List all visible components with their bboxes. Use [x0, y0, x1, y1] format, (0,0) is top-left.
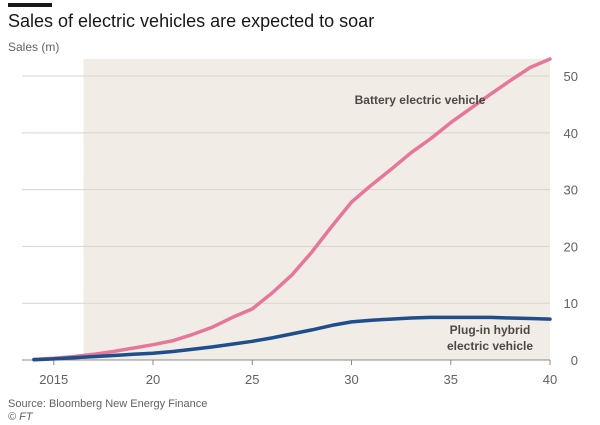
y-tick-label: 50: [564, 69, 578, 84]
y-tick-label: 40: [564, 126, 578, 141]
x-tick-label: 2015: [39, 372, 68, 387]
y-tick-label: 20: [564, 239, 578, 254]
chart-title: Sales of electric vehicles are expected …: [8, 11, 375, 31]
x-tick-label: 30: [344, 372, 358, 387]
x-tick-label: 20: [146, 372, 160, 387]
x-tick-label: 35: [444, 372, 458, 387]
x-tick-label: 40: [543, 372, 557, 387]
plug-in-hybrid-line: [32, 315, 552, 362]
x-tick-label: 25: [245, 372, 259, 387]
source-note: Source: Bloomberg New Energy Finance: [8, 398, 208, 410]
top-rule: [8, 3, 52, 7]
plug-in-hybrid-label: electric vehicle: [447, 339, 533, 353]
battery-electric-line: [32, 57, 552, 362]
plug-in-hybrid-label: Plug-in hybrid: [450, 323, 531, 337]
y-tick-label: 30: [564, 183, 578, 198]
y-axis-label: Sales (m): [8, 40, 60, 54]
y-tick-label: 10: [564, 296, 578, 311]
credit-note: © FT: [8, 411, 33, 423]
battery-electric-label: Battery electric vehicle: [355, 93, 486, 107]
y-tick-label: 0: [571, 353, 578, 368]
